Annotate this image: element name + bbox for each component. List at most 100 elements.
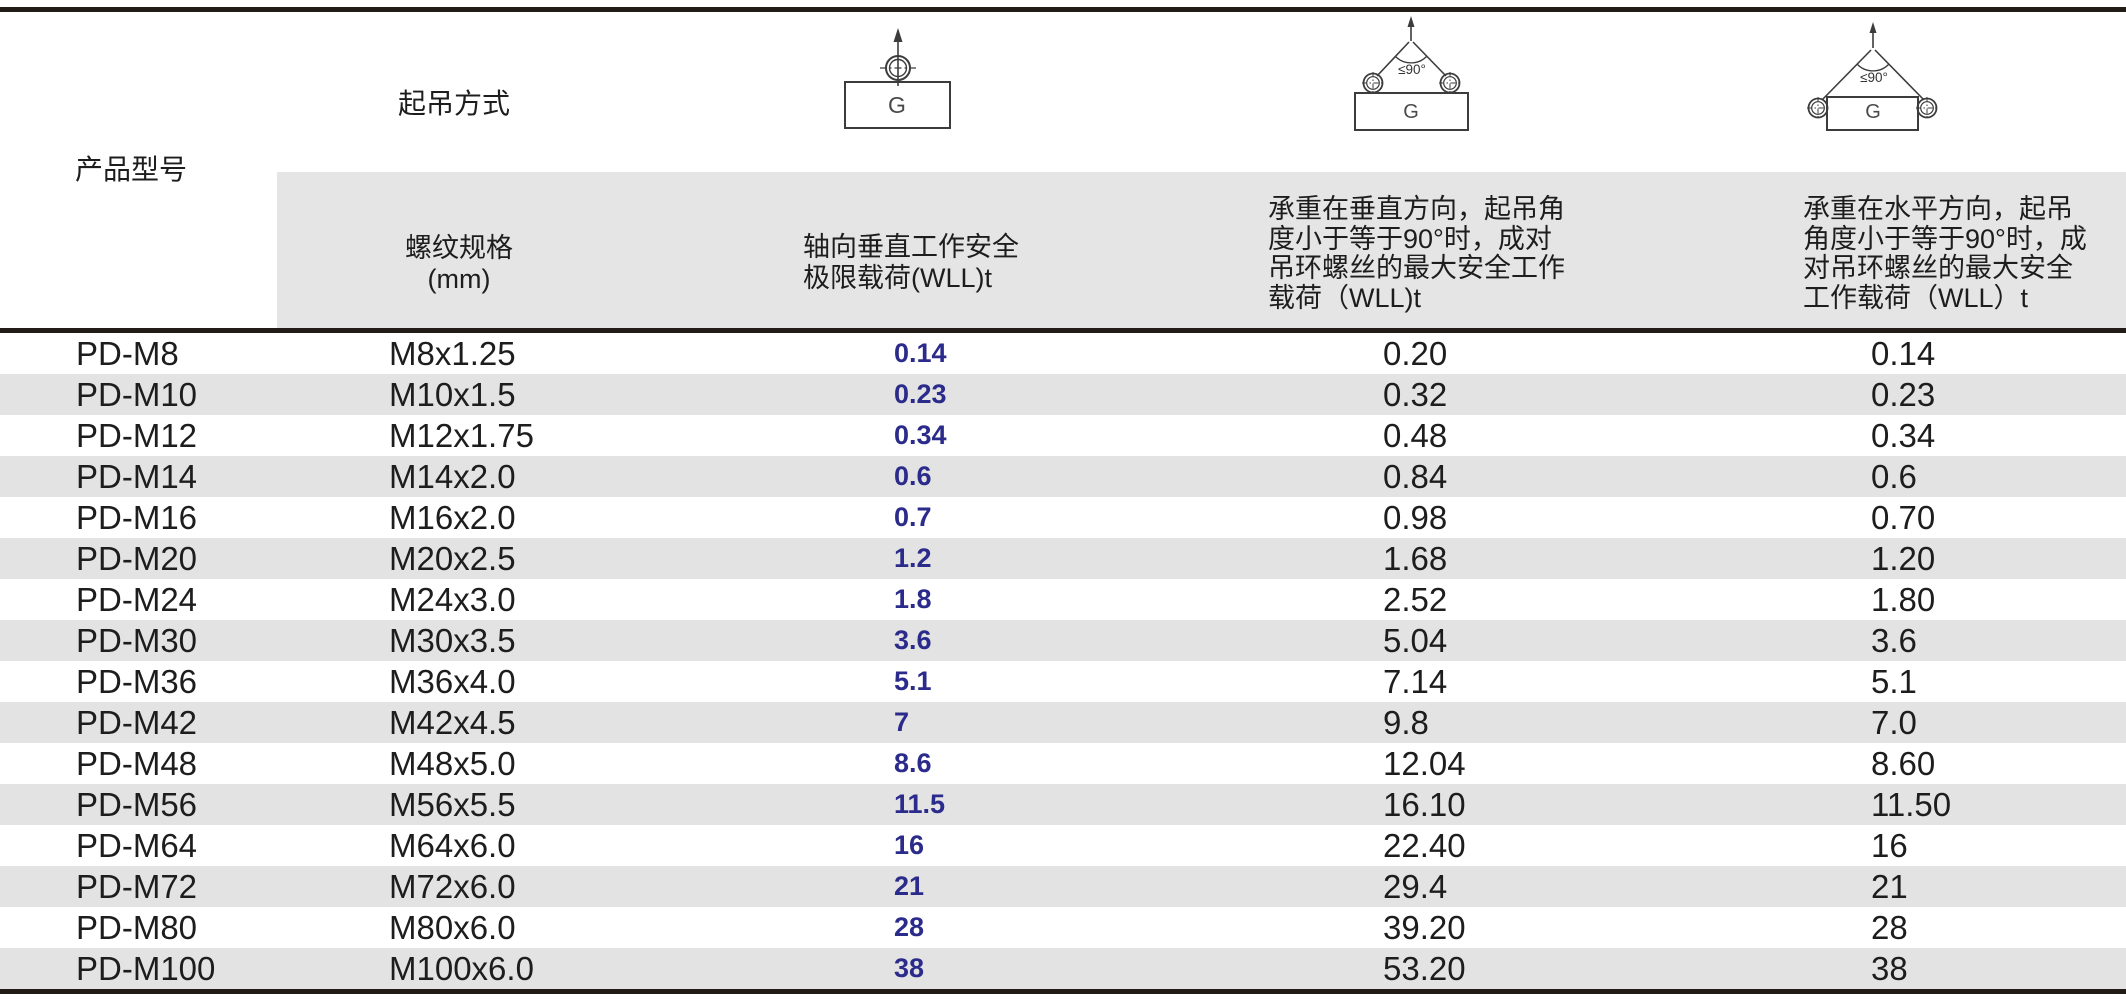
wll-pair-horizontal-cell: 11.50 (1871, 786, 1952, 823)
thread-cell: M24x3.0 (389, 581, 516, 618)
table-row: PD-M30 M30x3.5 3.6 5.04 3.6 (0, 620, 2126, 661)
wll-pair-horizontal-cell: 28 (1871, 909, 1908, 946)
wll-axial-cell: 0.14 (894, 338, 947, 368)
thread-cell: M64x6.0 (389, 827, 516, 864)
table-row: PD-M64 M64x6.0 16 22.40 16 (0, 825, 2126, 866)
column-header-axial-wll: 轴向垂直工作安全 极限载荷(WLL)t (803, 232, 1019, 294)
header-line: 度小于等于90°时，成对 (1268, 223, 1552, 254)
header-line: 对吊环螺丝的最大安全 (1803, 253, 2073, 283)
diagram-single-vertical-lift: G (830, 22, 970, 132)
model-cell: PD-M30 (76, 622, 198, 659)
model-cell: PD-M56 (76, 786, 198, 823)
header-line: 载荷（WLL)t (1268, 282, 1422, 313)
wll-pair-vertical-cell: 16.10 (1383, 786, 1466, 823)
wll-pair-horizontal-cell: 0.70 (1871, 499, 1936, 536)
thread-cell: M72x6.0 (389, 868, 516, 905)
angle-label: ≤90° (1860, 70, 1888, 85)
column-header-thread-spec: 螺纹规格 (mm) (334, 233, 584, 295)
model-cell: PD-M72 (76, 868, 198, 905)
load-letter: G (888, 92, 906, 118)
thread-cell: M12x1.75 (389, 417, 534, 454)
wll-axial-cell: 0.34 (894, 420, 947, 450)
wll-pair-vertical-cell: 7.14 (1383, 663, 1448, 700)
wll-pair-horizontal-cell: 0.14 (1871, 335, 1936, 372)
header-line: 螺纹规格 (405, 233, 513, 263)
thread-cell: M16x2.0 (389, 499, 516, 536)
thread-cell: M80x6.0 (389, 909, 516, 946)
diagram-pair-vertical-lift: ≤90° G (1340, 14, 1488, 134)
wll-pair-horizontal-cell: 8.60 (1871, 745, 1936, 782)
model-cell: PD-M14 (76, 458, 198, 495)
wll-pair-vertical-cell: 12.04 (1383, 745, 1466, 782)
thread-cell: M10x1.5 (389, 376, 516, 413)
wll-pair-horizontal-cell: 0.6 (1871, 458, 1917, 495)
wll-pair-vertical-cell: 29.4 (1383, 868, 1448, 905)
wll-axial-cell: 0.6 (894, 461, 932, 491)
wll-axial-cell: 1.8 (894, 584, 932, 614)
wll-pair-vertical-cell: 9.8 (1383, 704, 1429, 741)
header-line: 工作载荷（WLL）t (1803, 282, 2029, 313)
thread-cell: M42x4.5 (389, 704, 516, 741)
model-cell: PD-M16 (76, 499, 198, 536)
wll-axial-cell: 7 (894, 707, 910, 737)
thread-cell: M100x6.0 (389, 950, 534, 987)
load-letter: G (1865, 101, 1881, 123)
table-row: PD-M36 M36x4.0 5.1 7.14 5.1 (0, 661, 2126, 702)
header-line: 角度小于等于90°时，成 (1803, 223, 2087, 254)
model-cell: PD-M36 (76, 663, 198, 700)
wll-pair-horizontal-cell: 1.20 (1871, 540, 1936, 577)
header-line: (mm) (427, 264, 491, 294)
wll-axial-cell: 28 (894, 912, 925, 942)
sling-line (1874, 49, 1925, 101)
angle-arc (1856, 63, 1890, 72)
table-row: PD-M100 M100x6.0 38 53.20 38 (0, 948, 2126, 989)
wll-axial-cell: 8.6 (894, 748, 932, 778)
wll-pair-vertical-cell: 0.98 (1383, 499, 1448, 536)
table-row: PD-M16 M16x2.0 0.7 0.98 0.70 (0, 497, 2126, 538)
column-header-pair-horizontal-wll: 承重在水平方向，起吊 角度小于等于90°时，成 对吊环螺丝的最大安全 工作载荷（… (1803, 194, 2087, 313)
header-line: 吊环螺丝的最大安全工作 (1268, 253, 1565, 283)
table-row: PD-M80 M80x6.0 28 39.20 28 (0, 907, 2126, 948)
table-row: PD-M24 M24x3.0 1.8 2.52 1.80 (0, 579, 2126, 620)
wll-axial-cell: 1.2 (894, 543, 932, 573)
wll-pair-horizontal-cell: 0.34 (1871, 417, 1936, 454)
model-cell: PD-M10 (76, 376, 198, 413)
diagram-pair-horizontal-lift: ≤90° G (1795, 18, 1955, 133)
load-letter: G (1403, 101, 1419, 123)
angle-arc (1394, 55, 1428, 64)
bottom-rule (0, 989, 2126, 994)
angle-label: ≤90° (1398, 62, 1426, 77)
table-row: PD-M8 M8x1.25 0.14 0.20 0.14 (0, 333, 2126, 374)
table-body: PD-M8 M8x1.25 0.14 0.20 0.14 PD-M10 M10x1.5 0.2… (0, 333, 2126, 989)
wll-pair-vertical-cell: 0.48 (1383, 417, 1448, 454)
wll-axial-cell: 21 (894, 871, 925, 901)
model-cell: PD-M42 (76, 704, 198, 741)
model-cell: PD-M80 (76, 909, 198, 946)
lifting-method-label: 起吊方式 (398, 88, 511, 119)
table-row: PD-M42 M42x4.5 7 9.8 7.0 (0, 702, 2126, 743)
table-row: PD-M48 M48x5.0 8.6 12.04 8.60 (0, 743, 2126, 784)
table-row: PD-M72 M72x6.0 21 29.4 21 (0, 866, 2126, 907)
wll-pair-vertical-cell: 1.68 (1383, 540, 1448, 577)
lift-arrow-head (1407, 16, 1415, 27)
table-row: PD-M14 M14x2.0 0.6 0.84 0.6 (0, 456, 2126, 497)
thread-cell: M56x5.5 (389, 786, 516, 823)
wll-pair-vertical-cell: 2.52 (1383, 581, 1448, 618)
wll-pair-horizontal-cell: 1.80 (1871, 581, 1936, 618)
model-cell: PD-M24 (76, 581, 198, 618)
wll-pair-vertical-cell: 22.40 (1383, 827, 1466, 864)
wll-pair-vertical-cell: 0.32 (1383, 376, 1448, 413)
wll-axial-cell: 16 (894, 830, 925, 860)
table-row: PD-M10 M10x1.5 0.23 0.32 0.23 (0, 374, 2126, 415)
model-cell: PD-M64 (76, 827, 198, 864)
column-header-pair-vertical-wll: 承重在垂直方向，起吊角 度小于等于90°时，成对 吊环螺丝的最大安全工作 载荷（… (1268, 194, 1565, 313)
model-cell: PD-M8 (76, 335, 179, 372)
wll-axial-cell: 0.23 (894, 379, 947, 409)
header-separator-rule (0, 328, 2126, 333)
wll-pair-vertical-cell: 53.20 (1383, 950, 1466, 987)
wll-axial-cell: 0.7 (894, 502, 932, 532)
header-gray-band (277, 172, 2126, 328)
top-rule (0, 7, 2126, 12)
wll-pair-vertical-cell: 0.20 (1383, 335, 1448, 372)
